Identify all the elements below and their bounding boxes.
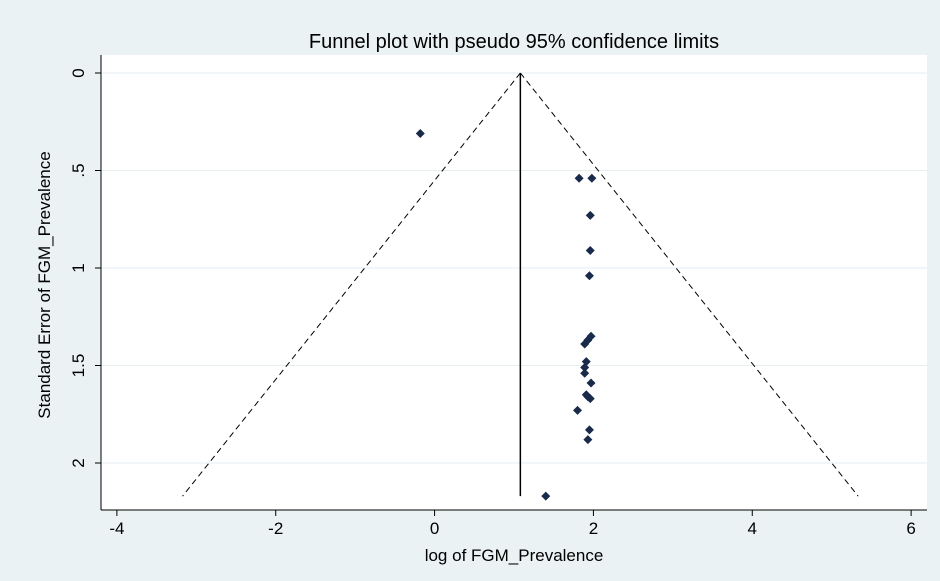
plot-area (101, 55, 927, 510)
data-point (580, 339, 590, 349)
gridlines (101, 72, 927, 464)
y-tick-label: .5 (69, 163, 88, 177)
axes (100, 55, 927, 511)
data-point (585, 394, 595, 404)
data-point (415, 128, 425, 138)
x-tick-label: 0 (430, 519, 439, 538)
y-tick-label: 1.5 (69, 354, 88, 378)
data-point (585, 210, 595, 220)
x-tick-label: -2 (268, 519, 283, 538)
y-tick-label: 1 (69, 263, 88, 272)
data-point (587, 173, 597, 183)
data-point (580, 368, 590, 378)
data-points (415, 128, 597, 501)
data-point (580, 362, 590, 372)
y-tick-label: 0 (69, 68, 88, 77)
data-point (541, 491, 551, 501)
x-tick-label: 4 (748, 519, 757, 538)
data-point (586, 378, 596, 388)
data-point (574, 173, 584, 183)
data-point (584, 271, 594, 281)
x-tick-label: 2 (589, 519, 598, 538)
tick-marks: 0 .5 1 1.5 2 -4 -2 0 2 4 6 (69, 68, 916, 538)
data-point (583, 435, 593, 445)
upper-confidence-limit (519, 72, 859, 497)
lower-confidence-limit (182, 72, 521, 497)
x-tick-label: -4 (109, 519, 124, 538)
chart-title: Funnel plot with pseudo 95% confidence l… (309, 31, 719, 53)
x-axis-title: log of FGM_Prevalence (425, 546, 604, 565)
data-point (573, 405, 583, 415)
x-tick-label: 6 (906, 519, 915, 538)
y-axis-title: Standard Error of FGM_Prevalence (35, 151, 54, 418)
data-point (584, 425, 594, 435)
y-tick-label: 2 (69, 458, 88, 467)
funnel-lines (182, 72, 859, 497)
data-point (585, 245, 595, 255)
